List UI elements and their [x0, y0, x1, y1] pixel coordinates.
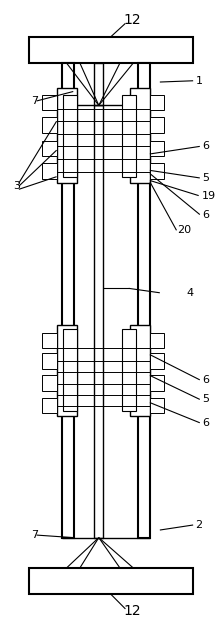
FancyBboxPatch shape	[63, 329, 77, 411]
Text: 4: 4	[186, 288, 194, 298]
FancyBboxPatch shape	[62, 63, 74, 538]
FancyBboxPatch shape	[42, 398, 57, 413]
FancyBboxPatch shape	[150, 95, 164, 110]
Text: 3: 3	[13, 181, 20, 191]
FancyBboxPatch shape	[150, 333, 164, 348]
FancyBboxPatch shape	[130, 325, 150, 416]
FancyBboxPatch shape	[94, 63, 103, 105]
Text: 6: 6	[202, 209, 209, 220]
FancyBboxPatch shape	[138, 63, 150, 538]
Text: 12: 12	[123, 604, 141, 618]
Text: 5: 5	[202, 173, 209, 183]
Text: 12: 12	[123, 13, 141, 27]
FancyBboxPatch shape	[150, 141, 164, 156]
FancyBboxPatch shape	[42, 117, 57, 133]
FancyBboxPatch shape	[29, 37, 193, 63]
FancyBboxPatch shape	[150, 353, 164, 369]
FancyBboxPatch shape	[42, 353, 57, 369]
Text: 7: 7	[31, 530, 38, 540]
FancyBboxPatch shape	[150, 398, 164, 413]
Text: 2: 2	[195, 520, 202, 530]
Text: 6: 6	[202, 418, 209, 428]
FancyBboxPatch shape	[29, 568, 193, 594]
FancyBboxPatch shape	[150, 375, 164, 391]
FancyBboxPatch shape	[122, 95, 136, 177]
FancyBboxPatch shape	[94, 105, 103, 538]
Text: 7: 7	[31, 96, 38, 106]
Text: 20: 20	[178, 225, 192, 235]
FancyBboxPatch shape	[150, 163, 164, 179]
Text: 5: 5	[202, 394, 209, 404]
Text: 19: 19	[202, 191, 216, 201]
Text: 6: 6	[202, 375, 209, 385]
FancyBboxPatch shape	[130, 88, 150, 183]
Text: 6: 6	[202, 141, 209, 151]
FancyBboxPatch shape	[57, 88, 77, 183]
FancyBboxPatch shape	[63, 95, 77, 177]
FancyBboxPatch shape	[42, 163, 57, 179]
FancyBboxPatch shape	[122, 329, 136, 411]
FancyBboxPatch shape	[150, 117, 164, 133]
FancyBboxPatch shape	[57, 325, 77, 416]
Text: 1: 1	[195, 76, 202, 86]
FancyBboxPatch shape	[42, 141, 57, 156]
FancyBboxPatch shape	[42, 375, 57, 391]
FancyBboxPatch shape	[42, 333, 57, 348]
FancyBboxPatch shape	[42, 95, 57, 110]
